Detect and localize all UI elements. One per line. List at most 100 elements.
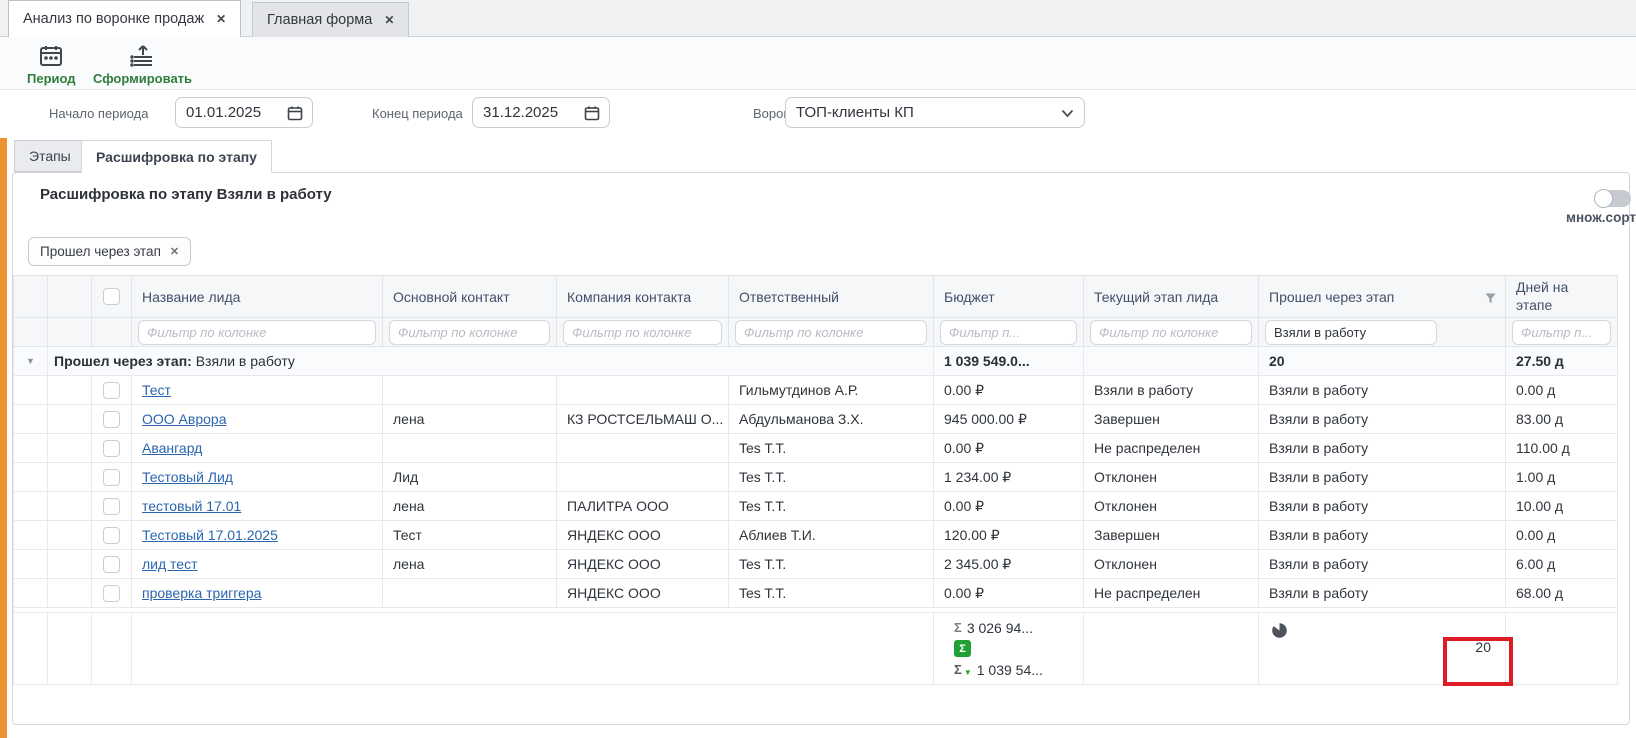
cell-current-stage: Отклонен	[1083, 549, 1259, 579]
cell-current-stage: Не распределен	[1083, 578, 1259, 608]
filter-row	[13, 317, 1618, 347]
count-aggregate-pie-icon[interactable]	[1271, 622, 1288, 642]
begin-period-input[interactable]: 01.01.2025	[175, 97, 313, 128]
lead-link[interactable]: лид тест	[142, 556, 198, 572]
table-row: Авангард Tes T.T. 0.00 ₽ Не распределен …	[13, 433, 1618, 463]
filter-chip-passed-stage[interactable]: Прошел через этап ✕	[28, 237, 192, 266]
cell-budget: 120.00 ₽	[933, 520, 1084, 550]
cell-responsible: Tes T.T.	[728, 578, 934, 608]
cell-main-contact: лена	[382, 491, 557, 521]
cell-responsible: Гильмутдинов А.Р.	[728, 375, 934, 405]
table-row: Тест Гильмутдинов А.Р. 0.00 ₽ Взяли в ра…	[13, 375, 1618, 405]
select-all-checkbox[interactable]	[103, 288, 120, 306]
filter-input-main-contact[interactable]	[389, 319, 550, 345]
filter-input-company[interactable]	[563, 319, 722, 345]
cell-budget: 945 000.00 ₽	[933, 404, 1084, 434]
filtered-sum-funnel-icon: ▼	[963, 668, 972, 677]
cell-current-stage: Завершен	[1083, 520, 1259, 550]
col-header-budget[interactable]: Бюджет	[933, 275, 1084, 318]
cell-company: ЯНДЕКС ООО	[556, 549, 729, 579]
col-header-company[interactable]: Компания контакта	[556, 275, 729, 318]
lead-link[interactable]: Тестовый 17.01.2025	[142, 527, 278, 543]
cell-passed-stage: Взяли в работу	[1258, 462, 1506, 492]
cell-current-stage: Отклонен	[1083, 491, 1259, 521]
lead-link[interactable]: тестовый 17.01	[142, 498, 242, 514]
col-header-passed-stage[interactable]: Прошел через этап	[1258, 275, 1506, 318]
lead-link[interactable]: Тест	[142, 382, 171, 398]
period-button[interactable]: Период	[27, 43, 76, 86]
table-row: ООО Аврора лена КЗ РОСТСЕЛЬМАШ О... Абду…	[13, 404, 1618, 434]
tab-stages[interactable]: Этапы	[14, 140, 86, 172]
group-label: Прошел через этап:	[54, 353, 192, 369]
tab-stage-breakdown[interactable]: Расшифровка по этапу	[81, 140, 272, 173]
cell-responsible: Аблиев Т.И.	[728, 520, 934, 550]
lead-link[interactable]: Тестовый Лид	[142, 469, 233, 485]
window-tab-bar: Анализ по воронке продаж ✕ Главная форма…	[0, 0, 1636, 37]
filter-input-days[interactable]	[1512, 319, 1611, 345]
lead-link[interactable]: ООО Аврора	[142, 411, 227, 427]
passed-count-cell: 20	[1258, 612, 1506, 685]
close-icon[interactable]: ✕	[384, 13, 395, 27]
close-icon[interactable]: ✕	[216, 12, 227, 26]
col-header-current-stage[interactable]: Текущий этап лида	[1083, 275, 1259, 318]
cell-main-contact: Лид	[382, 462, 557, 492]
cell-company	[556, 433, 729, 463]
cell-days: 10.00 д	[1505, 491, 1618, 521]
col-header-lead-name[interactable]: Название лида	[131, 275, 383, 318]
lead-link[interactable]: Авангард	[142, 440, 203, 456]
multisort-label: множ.сорт	[1566, 210, 1636, 225]
collapse-triangle-icon[interactable]: ▼	[26, 356, 35, 366]
cell-company: ЯНДЕКС ООО	[556, 520, 729, 550]
cell-company	[556, 375, 729, 405]
end-period-input[interactable]: 31.12.2025	[472, 97, 610, 128]
filter-funnel-icon[interactable]	[1485, 291, 1496, 307]
cell-main-contact: Тест	[382, 520, 557, 550]
annotation-red-box	[1443, 637, 1513, 686]
passed-count-value: 20	[1475, 639, 1491, 655]
filter-input-budget[interactable]	[940, 319, 1077, 345]
cell-days: 0.00 д	[1505, 520, 1618, 550]
cell-main-contact: лена	[382, 549, 557, 579]
cell-budget: 0.00 ₽	[933, 375, 1084, 405]
calendar-icon	[38, 43, 64, 69]
col-header-main-contact[interactable]: Основной контакт	[382, 275, 557, 318]
filter-input-lead-name[interactable]	[138, 319, 376, 345]
generate-button[interactable]: Сформировать	[93, 43, 192, 86]
multisort-toggle[interactable]	[1594, 189, 1631, 208]
col-header-responsible[interactable]: Ответственный	[728, 275, 934, 318]
header-row: Название лида Основной контакт Компания …	[13, 275, 1618, 318]
table-row: проверка триггера ЯНДЕКС ООО Tes T.T. 0.…	[13, 578, 1618, 608]
cell-passed-stage: Взяли в работу	[1258, 375, 1506, 405]
row-checkbox[interactable]	[103, 381, 120, 399]
cell-responsible: Tes T.T.	[728, 491, 934, 521]
row-checkbox[interactable]	[103, 526, 120, 544]
begin-period-label: Начало периода	[49, 106, 149, 121]
chip-close-icon[interactable]: ✕	[169, 246, 180, 258]
col-header-days[interactable]: Дней на этапе	[1505, 275, 1618, 318]
tab-main-form[interactable]: Главная форма ✕	[252, 2, 410, 37]
cell-budget: 0.00 ₽	[933, 578, 1084, 608]
tab-funnel-analysis[interactable]: Анализ по воронке продаж ✕	[8, 0, 242, 37]
sum-badge-icon[interactable]: Σ	[954, 640, 971, 657]
row-checkbox[interactable]	[103, 584, 120, 602]
lead-link[interactable]: проверка триггера	[142, 585, 262, 601]
row-checkbox[interactable]	[103, 468, 120, 486]
cell-company: КЗ РОСТСЕЛЬМАШ О...	[556, 404, 729, 434]
cell-company: ПАЛИТРА ООО	[556, 491, 729, 521]
row-checkbox[interactable]	[103, 439, 120, 457]
cell-responsible: Tes T.T.	[728, 462, 934, 492]
filter-input-passed-stage[interactable]	[1265, 319, 1437, 345]
cell-current-stage: Взяли в работу	[1083, 375, 1259, 405]
filter-input-responsible[interactable]	[735, 319, 927, 345]
cell-passed-stage: Взяли в работу	[1258, 433, 1506, 463]
cell-days: 110.00 д	[1505, 433, 1618, 463]
row-checkbox[interactable]	[103, 410, 120, 428]
row-checkbox[interactable]	[103, 497, 120, 515]
cell-days: 68.00 д	[1505, 578, 1618, 608]
cell-passed-stage: Взяли в работу	[1258, 578, 1506, 608]
filter-input-current-stage[interactable]	[1090, 319, 1252, 345]
funnel-select[interactable]: ТОП-клиенты КП	[785, 97, 1085, 128]
tab-label: Главная форма	[267, 12, 373, 28]
row-checkbox[interactable]	[103, 555, 120, 573]
table-row: лид тест лена ЯНДЕКС ООО Tes T.T. 2 345.…	[13, 549, 1618, 579]
